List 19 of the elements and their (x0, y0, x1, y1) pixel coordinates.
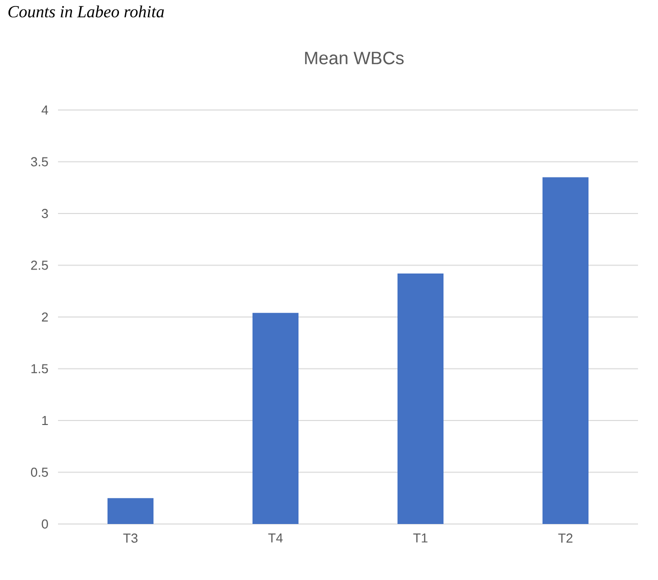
y-tick-label: 4 (42, 106, 48, 114)
y-tick-label: 2.5 (31, 260, 48, 270)
bar (398, 274, 444, 524)
chart-title: Mean WBCs (305, 52, 404, 64)
bar (108, 498, 154, 524)
x-tick-label: T2 (558, 534, 572, 543)
y-tick-label: 0.5 (30, 468, 48, 477)
y-tick-label: 2 (42, 312, 48, 322)
bar (542, 177, 589, 524)
y-tick-label: 0 (42, 519, 48, 529)
bar (252, 312, 299, 524)
y-tick-label: 3 (42, 208, 48, 218)
y-tick-label: 1 (42, 416, 48, 425)
y-tick-label: 3.5 (30, 157, 48, 166)
x-tick-label: T1 (413, 534, 428, 542)
x-tick-label: T3 (123, 534, 138, 543)
y-tick-label: 1.5 (31, 364, 48, 374)
text: Counts in Labeo rohita (8, 6, 164, 18)
x-tick-label: T4 (268, 534, 283, 542)
